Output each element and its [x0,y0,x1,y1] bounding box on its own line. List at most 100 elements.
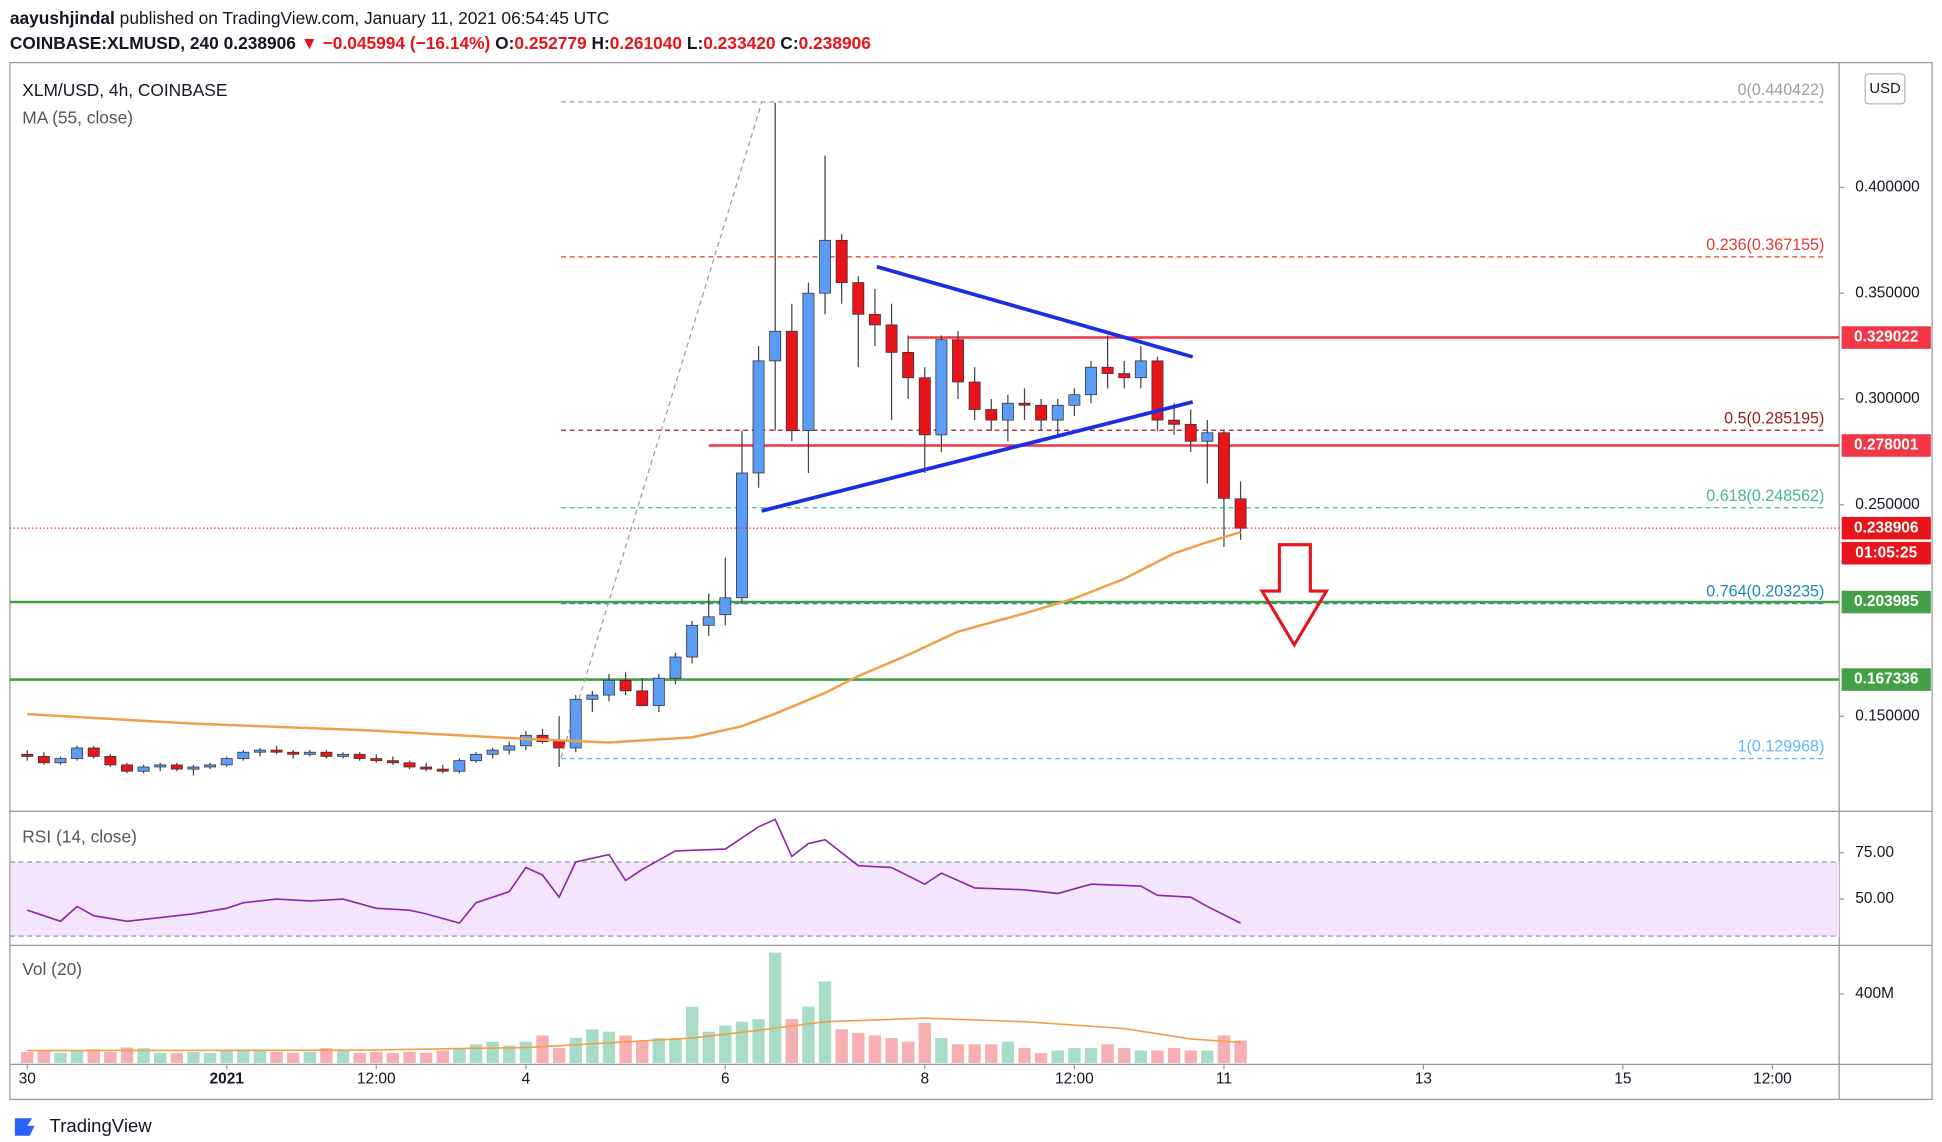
candle-body [885,324,898,353]
candle-body [1001,402,1014,421]
candle-body [287,751,300,755]
x-tick-label: 2021 [209,1070,244,1087]
volume-bar [901,1041,915,1064]
moving-average [27,531,1241,744]
rsi-pane [9,818,1840,937]
currency-button[interactable] [1864,73,1906,105]
volume-bar [536,1035,549,1064]
candle-body [553,741,566,749]
candle-body [902,352,915,379]
y-tick-label: 75.00 [1855,844,1894,861]
volume-bar [203,1052,217,1064]
candle-body [353,753,366,759]
candle-body [736,472,748,599]
candle-body [819,239,831,294]
currency-label[interactable]: USD [1869,80,1901,97]
candle-body [187,766,200,770]
axes: 0.150000 0.250000 0.300000 0.350000 0.400000… [19,178,1931,1088]
volume-bar [951,1044,965,1064]
header-line-1: aayushjindal published on TradingView.co… [10,7,609,27]
volume-bar [852,1032,865,1064]
o-key: O: [495,32,514,52]
change: ▼ −0.045994 (−16.14%) [301,32,491,52]
candle-body [1201,432,1214,442]
volume-bar [1118,1048,1131,1064]
candle-body [237,751,250,759]
vol-title: Vol (20) [22,959,82,979]
fib-trend-line [560,102,763,758]
volume-bar [137,1048,150,1064]
candle-body [1101,366,1114,374]
volume-bar [320,1048,333,1064]
volume-bar [918,1022,931,1064]
volume-bar [552,1048,566,1064]
x-tick-label: 12:00 [1753,1070,1792,1087]
candle-body [1234,498,1247,529]
candle-body [586,694,599,700]
candle-body [686,624,699,658]
volume-bar [1084,1048,1098,1064]
candle-body [370,758,383,762]
x-tick-label: 11 [1216,1070,1232,1087]
header-line-2: COINBASE:XLMUSD, 240 0.238906 ▼ −0.04599… [10,32,871,52]
last-price-tag [1841,516,1931,540]
candle-body [868,313,881,326]
volume-bar [802,1006,815,1064]
volume-bar [685,1006,699,1064]
candle-body [21,753,34,757]
candle-body [702,616,715,626]
last-price: 0.238906 [224,32,297,52]
volume-bar [237,1050,250,1064]
candle-body [636,690,649,707]
volume-bar [286,1052,300,1064]
volume-bar [702,1031,715,1064]
candle-body [71,747,84,759]
volume-bar [453,1048,466,1064]
triangle-upper [876,264,1194,359]
volume-bar [253,1051,267,1064]
candle-body [37,756,50,764]
y-tick-label: 0.250000 [1855,496,1920,513]
candle-body [453,760,466,772]
rsi-band [11,861,1840,937]
volume-bar [303,1051,316,1064]
main-title: XLM/USD, 4h, COINBASE [22,80,227,100]
down-arrow [1259,543,1330,648]
y-tick-label: 50.00 [1855,890,1894,907]
volume-bar [569,1038,582,1064]
symbol: COINBASE:XLMUSD, 240 [10,32,219,52]
candle-body [154,764,167,768]
fib-label: 0.5(0.285195) [1724,409,1824,427]
candle-body [752,360,765,474]
fib-label: 0.618(0.248562) [1706,487,1824,505]
candle-body [918,377,931,436]
volume-bar [586,1029,599,1064]
volume-bar [768,952,782,1064]
candle-body [1051,404,1064,421]
o-value: 0.252779 [514,32,587,52]
candle-body [436,768,449,772]
h-key: H: [591,32,609,52]
volume-bar [752,1019,765,1064]
candle-body [1068,394,1081,406]
candle-body [769,330,782,362]
price-tag-label: 0.278001 [1854,437,1919,454]
volume-bar [386,1053,400,1064]
volume-bar [602,1031,616,1064]
candle-body [470,753,482,762]
candle-body [619,679,632,692]
candle-body [935,339,948,436]
countdown-tag [1841,541,1931,565]
candle-body [603,679,615,696]
candle-body [1085,366,1097,396]
candle-body [320,751,333,757]
volume-bar [486,1041,499,1064]
candle-body [104,756,117,766]
l-key: L: [687,32,703,52]
candle-body [1018,402,1031,406]
y-tick-label: 0.150000 [1855,707,1920,724]
candle-body [54,758,67,764]
triangle-lower [761,400,1194,513]
candle-body [253,749,266,753]
